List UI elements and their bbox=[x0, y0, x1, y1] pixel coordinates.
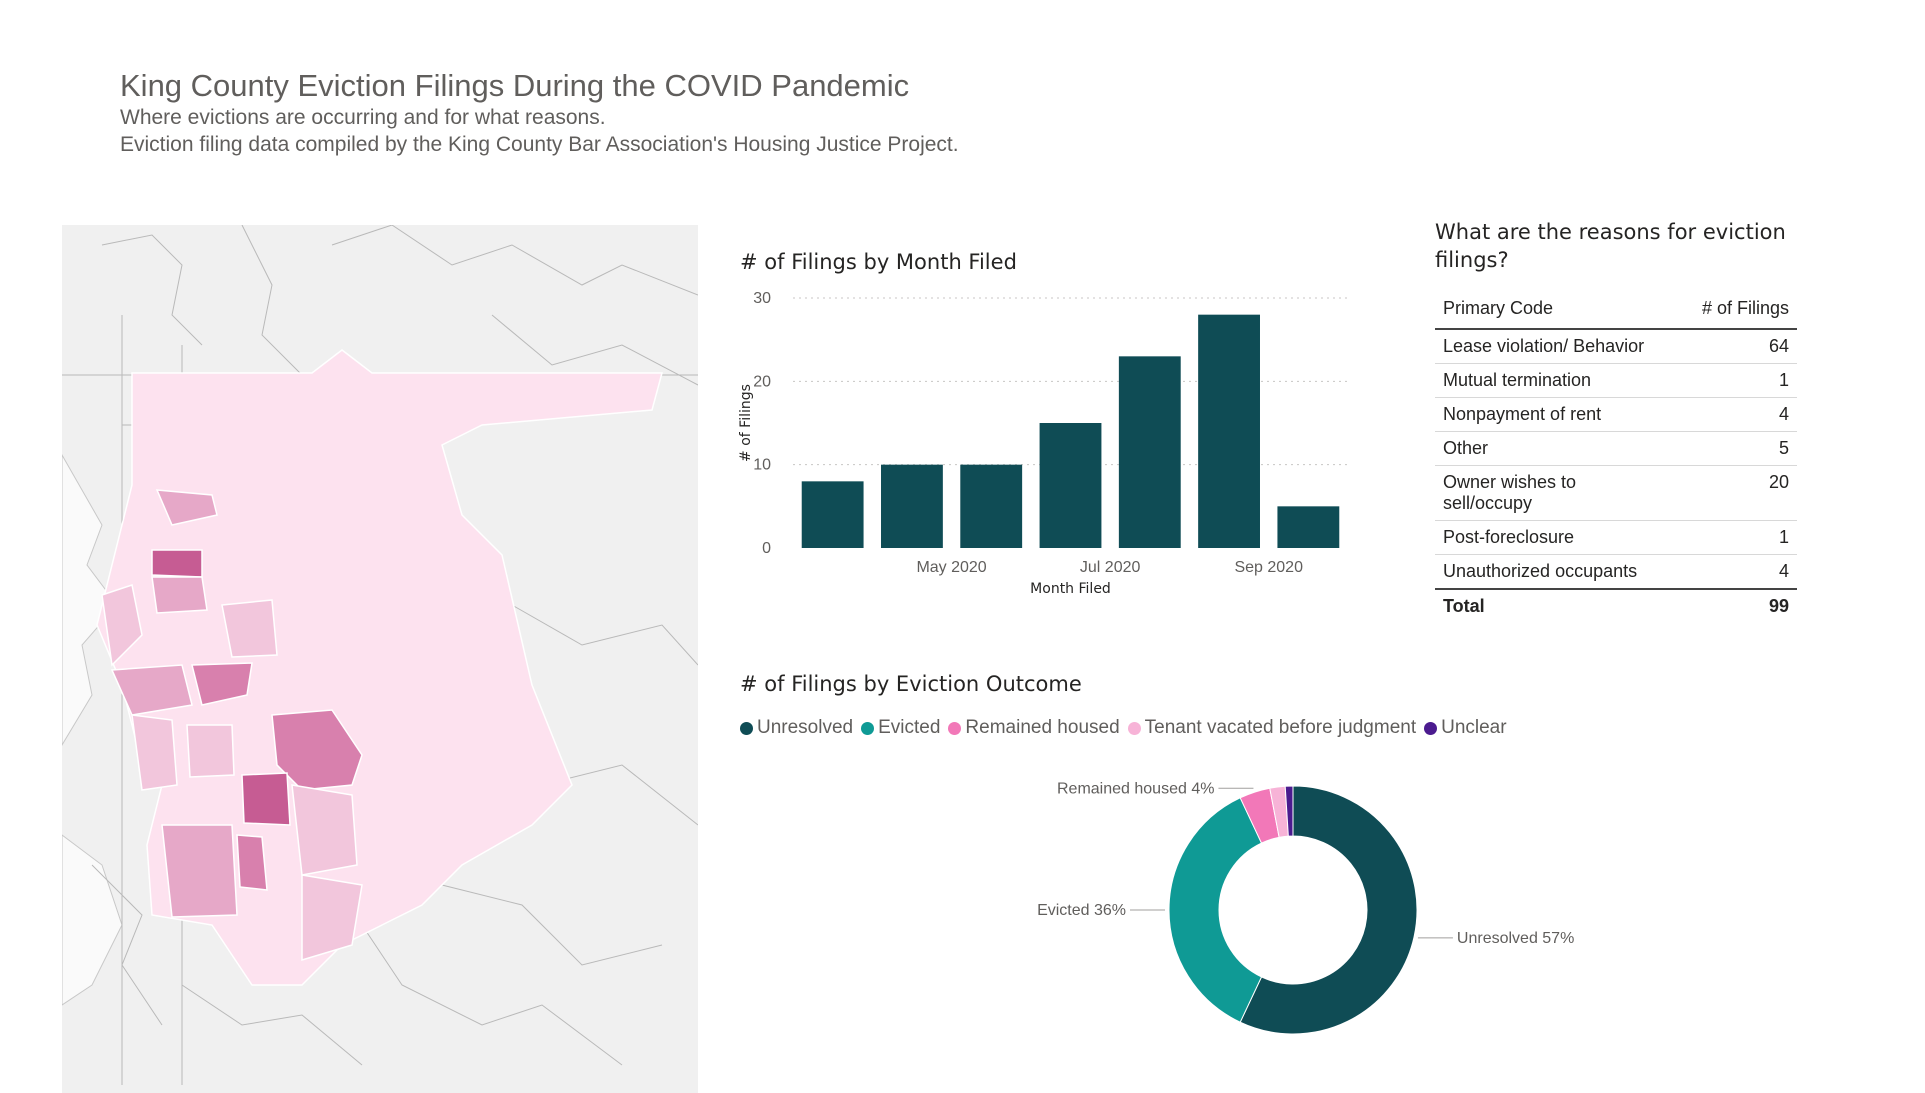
header-filings[interactable]: # of Filings bbox=[1661, 288, 1797, 330]
y-tick-label: 10 bbox=[753, 457, 771, 474]
row-code: Post-foreclosure bbox=[1435, 520, 1661, 555]
bar[interactable] bbox=[1118, 356, 1181, 548]
total-count: 99 bbox=[1661, 588, 1797, 623]
bar[interactable] bbox=[1198, 314, 1260, 548]
y-tick-label: 30 bbox=[753, 290, 771, 307]
row-code: Other bbox=[1435, 431, 1661, 466]
table-header-row: Primary Code # of Filings bbox=[1435, 288, 1797, 330]
table-row[interactable]: Lease violation/ Behavior 64 bbox=[1435, 329, 1797, 364]
bar[interactable] bbox=[1277, 506, 1340, 548]
slice-label: Evicted 36% bbox=[1037, 902, 1126, 919]
x-tick-label: May 2020 bbox=[916, 559, 986, 576]
report-subtitle: Where evictions are occurring and for wh… bbox=[120, 106, 606, 129]
table-row[interactable]: Mutual termination 1 bbox=[1435, 363, 1797, 398]
header-primary-code[interactable]: Primary Code bbox=[1435, 288, 1661, 330]
row-code: Owner wishes to sell/occupy bbox=[1435, 465, 1661, 521]
legend-label: Remained housed bbox=[965, 717, 1120, 738]
donut-chart-svg: Unresolved 57% Evicted 36% Remained housed… bbox=[1037, 780, 1574, 1035]
bar-chart[interactable]: 0 10 20 30 May 2020 Jul 2020 Sep 2020 Month Fil… bbox=[728, 280, 1368, 610]
row-code: Mutual termination bbox=[1435, 363, 1661, 398]
pie-slice[interactable] bbox=[1284, 785, 1294, 837]
row-count: 4 bbox=[1661, 554, 1797, 590]
legend-label: Unclear bbox=[1441, 717, 1507, 738]
row-code: Lease violation/ Behavior bbox=[1435, 329, 1661, 364]
row-count: 20 bbox=[1661, 465, 1797, 521]
legend-item-tenant-vacated[interactable]: Tenant vacated before judgment bbox=[1127, 717, 1417, 739]
table-row[interactable]: Unauthorized occupants 4 bbox=[1435, 554, 1797, 590]
pie-slice[interactable] bbox=[1239, 785, 1418, 1035]
legend-dot-icon bbox=[861, 721, 875, 735]
report-data-source: Eviction filing data compiled by the Kin… bbox=[120, 133, 959, 156]
row-count: 1 bbox=[1661, 363, 1797, 398]
donut-chart-title: # of Filings by Eviction Outcome bbox=[740, 672, 1082, 696]
bar[interactable] bbox=[1039, 423, 1102, 548]
legend-dot-icon bbox=[740, 721, 753, 735]
table-row[interactable]: Other 5 bbox=[1435, 431, 1797, 466]
report-header: King County Eviction Filings During the … bbox=[120, 68, 959, 158]
row-count: 64 bbox=[1661, 329, 1797, 364]
row-code: Nonpayment of rent bbox=[1435, 397, 1661, 432]
slice-label: Remained housed 4% bbox=[1057, 780, 1214, 797]
bar-chart-title: # of Filings by Month Filed bbox=[740, 250, 1017, 274]
report-title: King County Eviction Filings During the … bbox=[120, 68, 910, 103]
legend-item-remained-housed[interactable]: Remained housed bbox=[948, 717, 1120, 739]
choropleth-map-icon bbox=[62, 225, 698, 1093]
reasons-table: Primary Code # of Filings Lease violatio… bbox=[1435, 288, 1797, 623]
y-tick-label: 20 bbox=[753, 373, 771, 390]
pie-slice[interactable] bbox=[1168, 797, 1263, 1023]
row-count: 4 bbox=[1661, 397, 1797, 432]
total-label: Total bbox=[1435, 588, 1661, 623]
legend-item-unresolved[interactable]: Unresolved bbox=[740, 717, 853, 739]
donut-legend: Unresolved Evicted Remained housed Tenan… bbox=[740, 717, 1515, 739]
legend-item-unclear[interactable]: Unclear bbox=[1424, 717, 1507, 739]
legend-dot-icon bbox=[1127, 721, 1141, 735]
x-tick-label: Sep 2020 bbox=[1234, 559, 1303, 576]
slice-label: Unresolved 57% bbox=[1457, 930, 1574, 947]
table-row[interactable]: Post-foreclosure 1 bbox=[1435, 520, 1797, 555]
legend-label: Evicted bbox=[878, 717, 941, 738]
legend-dot-icon bbox=[1424, 721, 1438, 735]
table-total-row: Total 99 bbox=[1435, 588, 1797, 623]
x-tick-label: Jul 2020 bbox=[1080, 559, 1141, 576]
bar-chart-svg: 0 10 20 30 May 2020 Jul 2020 Sep 2020 Month Fil… bbox=[738, 290, 1348, 597]
legend-dot-icon bbox=[948, 721, 962, 735]
row-code: Unauthorized occupants bbox=[1435, 554, 1661, 590]
legend-label: Tenant vacated before judgment bbox=[1144, 717, 1417, 738]
x-axis-title: Month Filed bbox=[1030, 581, 1111, 597]
eviction-map[interactable] bbox=[62, 225, 698, 1093]
y-axis-title: # of Filings bbox=[738, 384, 754, 462]
row-count: 5 bbox=[1661, 431, 1797, 466]
legend-item-evicted[interactable]: Evicted bbox=[861, 717, 940, 739]
donut-chart[interactable]: Unresolved 57% Evicted 36% Remained housed… bbox=[1000, 745, 1640, 1065]
bar[interactable] bbox=[881, 464, 943, 548]
bar[interactable] bbox=[960, 464, 1023, 548]
reasons-table-title: What are the reasons for eviction filing… bbox=[1435, 220, 1786, 272]
bar[interactable] bbox=[801, 481, 864, 548]
y-tick-label: 0 bbox=[762, 540, 771, 557]
table-row[interactable]: Nonpayment of rent 4 bbox=[1435, 397, 1797, 432]
legend-label: Unresolved bbox=[757, 717, 854, 738]
row-count: 1 bbox=[1661, 520, 1797, 555]
table-row[interactable]: Owner wishes to sell/occupy 20 bbox=[1435, 465, 1797, 521]
